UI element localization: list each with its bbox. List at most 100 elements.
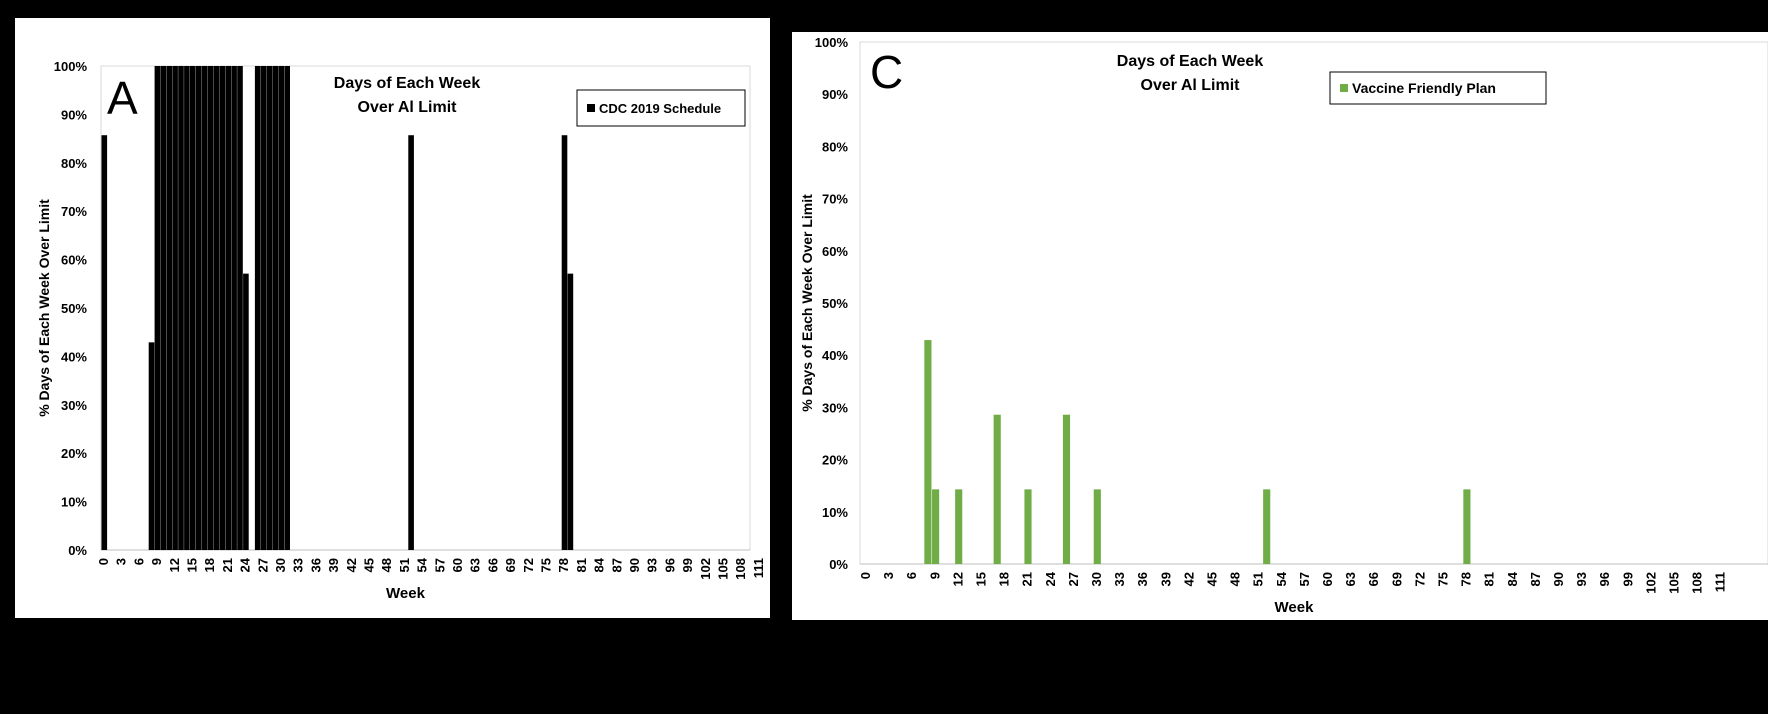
x-tick-label: 27: [255, 558, 270, 572]
x-tick-label: 15: [974, 572, 989, 586]
bar: [160, 66, 167, 550]
bar: [955, 489, 963, 564]
bar: [178, 66, 184, 550]
y-axis-label: % Days of Each Week Over Limit: [799, 194, 815, 412]
x-tick-label: 54: [1274, 571, 1289, 586]
x-tick-label: 108: [1690, 572, 1705, 594]
x-tick-label: 72: [1412, 572, 1427, 586]
bar: [278, 66, 285, 550]
chart-svg: 0%10%20%30%40%50%60%70%80%90%100%0 3 6 9 12 1…: [799, 35, 1768, 616]
x-tick-label: 72: [521, 558, 536, 572]
chart-panel-c: 0% 10% 20% 30% 40% 50% 60% 70% 80% 90% 100% 0 3 6 9 12 1…: [792, 32, 1768, 620]
x-tick-label: 99: [680, 558, 695, 572]
x-tick-label: 93: [1574, 572, 1589, 586]
y-tick-label: 0%: [829, 557, 848, 572]
chart-svg: 0%10%20%30%40%50%60%70%80%90%100%0 3 6 9 12 1…: [36, 59, 766, 602]
x-tick-label: 9: [927, 572, 942, 579]
y-tick-label: 30%: [61, 398, 87, 413]
x-tick-label: 96: [662, 558, 677, 572]
legend-label: CDC 2019 Schedule: [599, 101, 721, 116]
y-tick-label: 70%: [822, 192, 848, 207]
x-tick-label: 78: [1459, 572, 1474, 586]
x-tick-label: 12: [950, 572, 965, 586]
x-tick-label: 6: [131, 558, 146, 565]
x-tick-label: 78: [556, 558, 571, 572]
legend-swatch: [1340, 84, 1348, 92]
x-tick-label: 81: [1482, 572, 1497, 586]
bar: [1263, 489, 1271, 564]
x-tick-label: 24: [238, 557, 253, 572]
y-tick-label: 10%: [61, 495, 87, 510]
y-tick-label: 20%: [822, 453, 848, 468]
x-tick-label: 27: [1066, 572, 1081, 586]
x-tick-label: 39: [1158, 572, 1173, 586]
x-tick-label: 42: [344, 558, 359, 572]
y-tick-label: 10%: [822, 505, 848, 520]
legend: CDC 2019 Schedule: [576, 89, 746, 127]
legend-box: [576, 89, 746, 127]
chart-panel-a: 0% 10% 20% 30% 40% 50% 60% 70% 80% 90% 100% 0 3 6 9 12 1…: [15, 18, 770, 618]
x-tick-label: 18: [202, 558, 217, 572]
x-tick-label: 69: [503, 558, 518, 572]
y-tick-label: 40%: [61, 349, 87, 364]
bar: [266, 66, 273, 550]
y-tick-label: 80%: [822, 139, 848, 154]
bar: [243, 273, 249, 550]
x-tick-label: 45: [1205, 572, 1220, 586]
bar: [254, 66, 261, 550]
y-tick-label: 70%: [61, 204, 87, 219]
y-tick-label: 60%: [61, 253, 87, 268]
x-tick-label: 84: [1505, 571, 1520, 586]
x-tick-label: 75: [539, 558, 554, 572]
x-tick-label: 57: [1297, 572, 1312, 586]
x-tick-label: 0: [96, 558, 111, 565]
x-tick-label: 15: [185, 558, 200, 572]
x-tick-label: 24: [1043, 571, 1058, 586]
bar: [932, 489, 940, 564]
x-tick-label: 75: [1436, 572, 1451, 586]
bar: [561, 135, 568, 550]
x-tick-label: 48: [379, 558, 394, 572]
x-tick-label: 3: [881, 572, 896, 579]
x-tick-label: 12: [167, 558, 182, 572]
bar: [184, 66, 190, 550]
x-tick-label: 87: [609, 558, 624, 572]
x-tick-label: 99: [1620, 572, 1635, 586]
x-tick-label: 87: [1528, 572, 1543, 586]
x-tick-label: 69: [1389, 572, 1404, 586]
panel-letter: A: [107, 72, 138, 124]
legend-swatch: [587, 104, 595, 112]
x-tick-label: 30: [1089, 572, 1104, 586]
bar: [1093, 489, 1101, 564]
bar: [260, 66, 267, 550]
y-tick-label: 80%: [61, 156, 87, 171]
bar: [189, 66, 196, 550]
y-tick-label: 100%: [815, 35, 849, 50]
x-tick-label: 30: [273, 558, 288, 572]
y-tick-label: 50%: [822, 296, 848, 311]
x-tick-label: 66: [485, 558, 500, 572]
x-tick-label: 102: [698, 558, 713, 580]
y-tick-label: 60%: [822, 244, 848, 259]
legend: Vaccine Friendly Plan: [1329, 71, 1547, 105]
x-tick-label: 63: [468, 558, 483, 572]
x-tick-label: 105: [1667, 572, 1682, 594]
x-tick-label: 39: [326, 558, 341, 572]
x-tick-label: 18: [997, 572, 1012, 586]
bar: [408, 135, 414, 550]
x-tick-label: 90: [1551, 572, 1566, 586]
bar: [172, 66, 178, 550]
bar: [148, 342, 155, 550]
y-tick-label: 0%: [68, 543, 87, 558]
y-tick-label: 40%: [822, 348, 848, 363]
x-axis-label: Week: [386, 585, 426, 602]
x-tick-label: 60: [1320, 572, 1335, 586]
x-tick-label: 51: [397, 558, 412, 572]
x-tick-label: 21: [1020, 572, 1035, 586]
legend-box: [1329, 71, 1547, 105]
x-tick-label: 63: [1343, 572, 1358, 586]
bar: [1024, 489, 1032, 564]
x-tick-label: 33: [291, 558, 306, 572]
chart-title: Over Al Limit: [1141, 77, 1241, 94]
bar: [101, 135, 108, 550]
